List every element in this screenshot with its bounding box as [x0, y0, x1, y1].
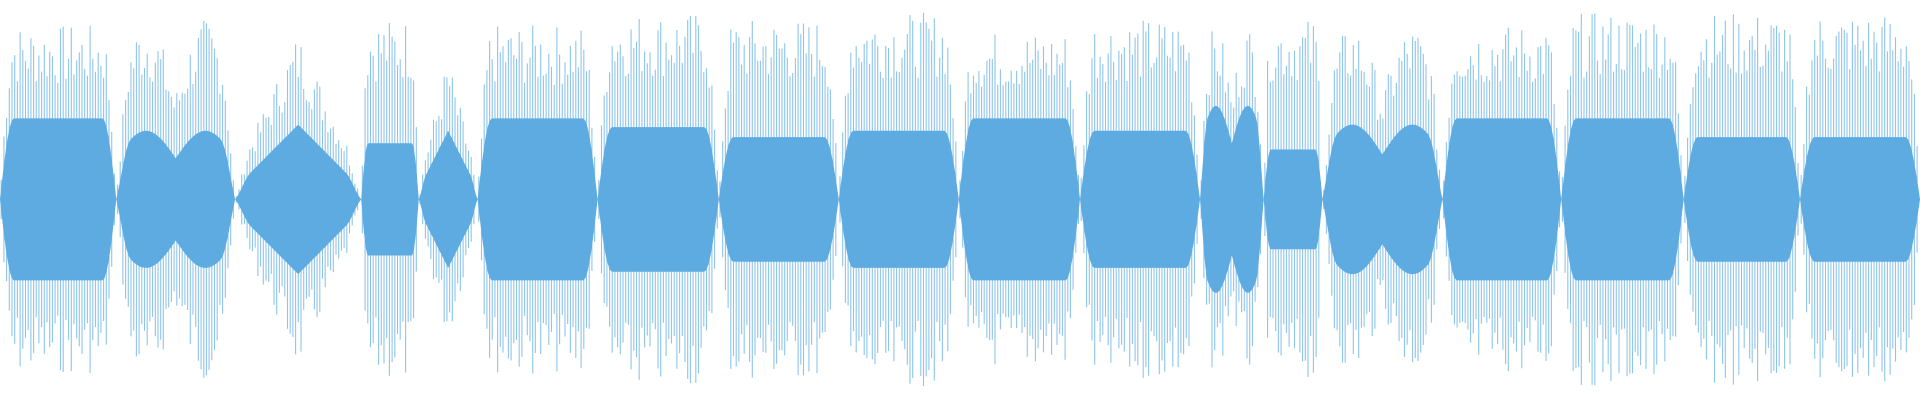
- body-segment: [1263, 149, 1323, 250]
- body-segment: [958, 118, 1080, 281]
- body-segment: [418, 130, 478, 268]
- body-segment: [597, 127, 719, 272]
- body-segment: [838, 130, 959, 268]
- body-segment: [1442, 118, 1562, 281]
- body-segment: [1200, 105, 1264, 293]
- body-segment: [235, 124, 362, 275]
- body-segment: [718, 137, 839, 262]
- body-segment: [1800, 137, 1920, 262]
- body-segment: [116, 130, 236, 268]
- waveform-body: [0, 105, 1920, 293]
- body-segment: [477, 118, 598, 281]
- body-segment: [1322, 124, 1443, 275]
- body-segment: [1683, 137, 1800, 262]
- body-segment: [361, 143, 419, 256]
- body-segment: [0, 118, 117, 281]
- body-segment: [1561, 118, 1684, 281]
- body-segment: [1080, 130, 1200, 268]
